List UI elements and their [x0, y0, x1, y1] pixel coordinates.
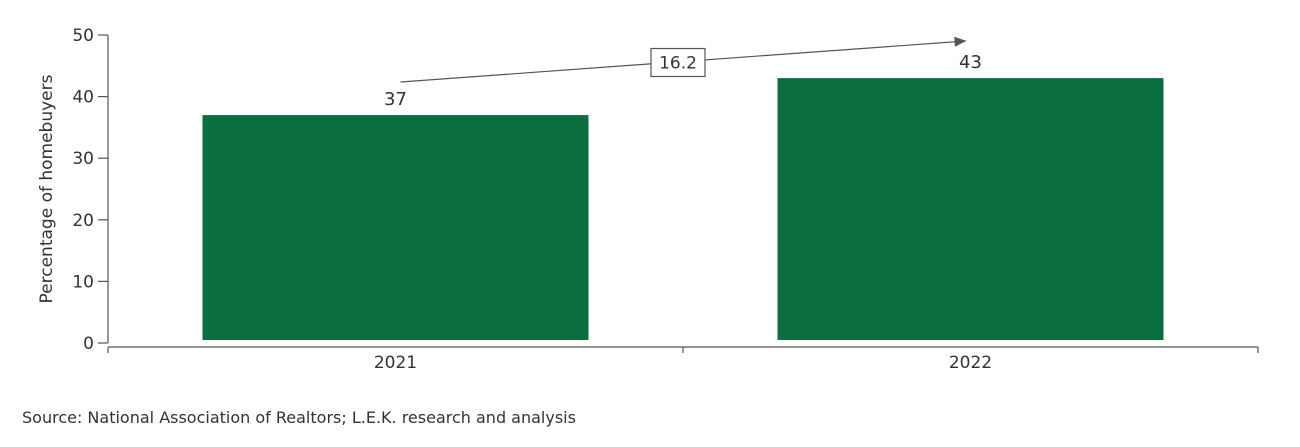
- growth-label-box: [650, 47, 706, 78]
- y-tick-label: 20: [72, 211, 94, 231]
- data-label: 37: [384, 89, 407, 110]
- y-tick-label: 50: [72, 26, 94, 46]
- growth-annotation: 16.2: [400, 36, 967, 83]
- y-axis-title: Percentage of homebuyers: [37, 74, 57, 303]
- y-tick-label: 10: [72, 272, 94, 292]
- source-note: Source: National Association of Realtors…: [22, 408, 576, 427]
- bars: [202, 78, 1164, 341]
- bar: [202, 115, 589, 340]
- y-tick-label: 0: [83, 334, 94, 354]
- growth-label: 16.2: [659, 54, 697, 74]
- y-tick-label: 30: [72, 149, 94, 169]
- data-labels: 37 43: [384, 52, 982, 110]
- y-axis: 0 10 20 30 40 50: [72, 26, 109, 354]
- bar-chart: 0 10 20 30 40 50 2021 2022 Percentage of homeb…: [37, 26, 1259, 373]
- data-label: 43: [959, 52, 982, 73]
- x-axis: 2021 2022: [107, 346, 1259, 373]
- y-tick-label: 40: [72, 88, 94, 108]
- x-tick-label: 2022: [949, 353, 992, 373]
- bar: [777, 78, 1164, 341]
- x-tick-label: 2021: [374, 353, 417, 373]
